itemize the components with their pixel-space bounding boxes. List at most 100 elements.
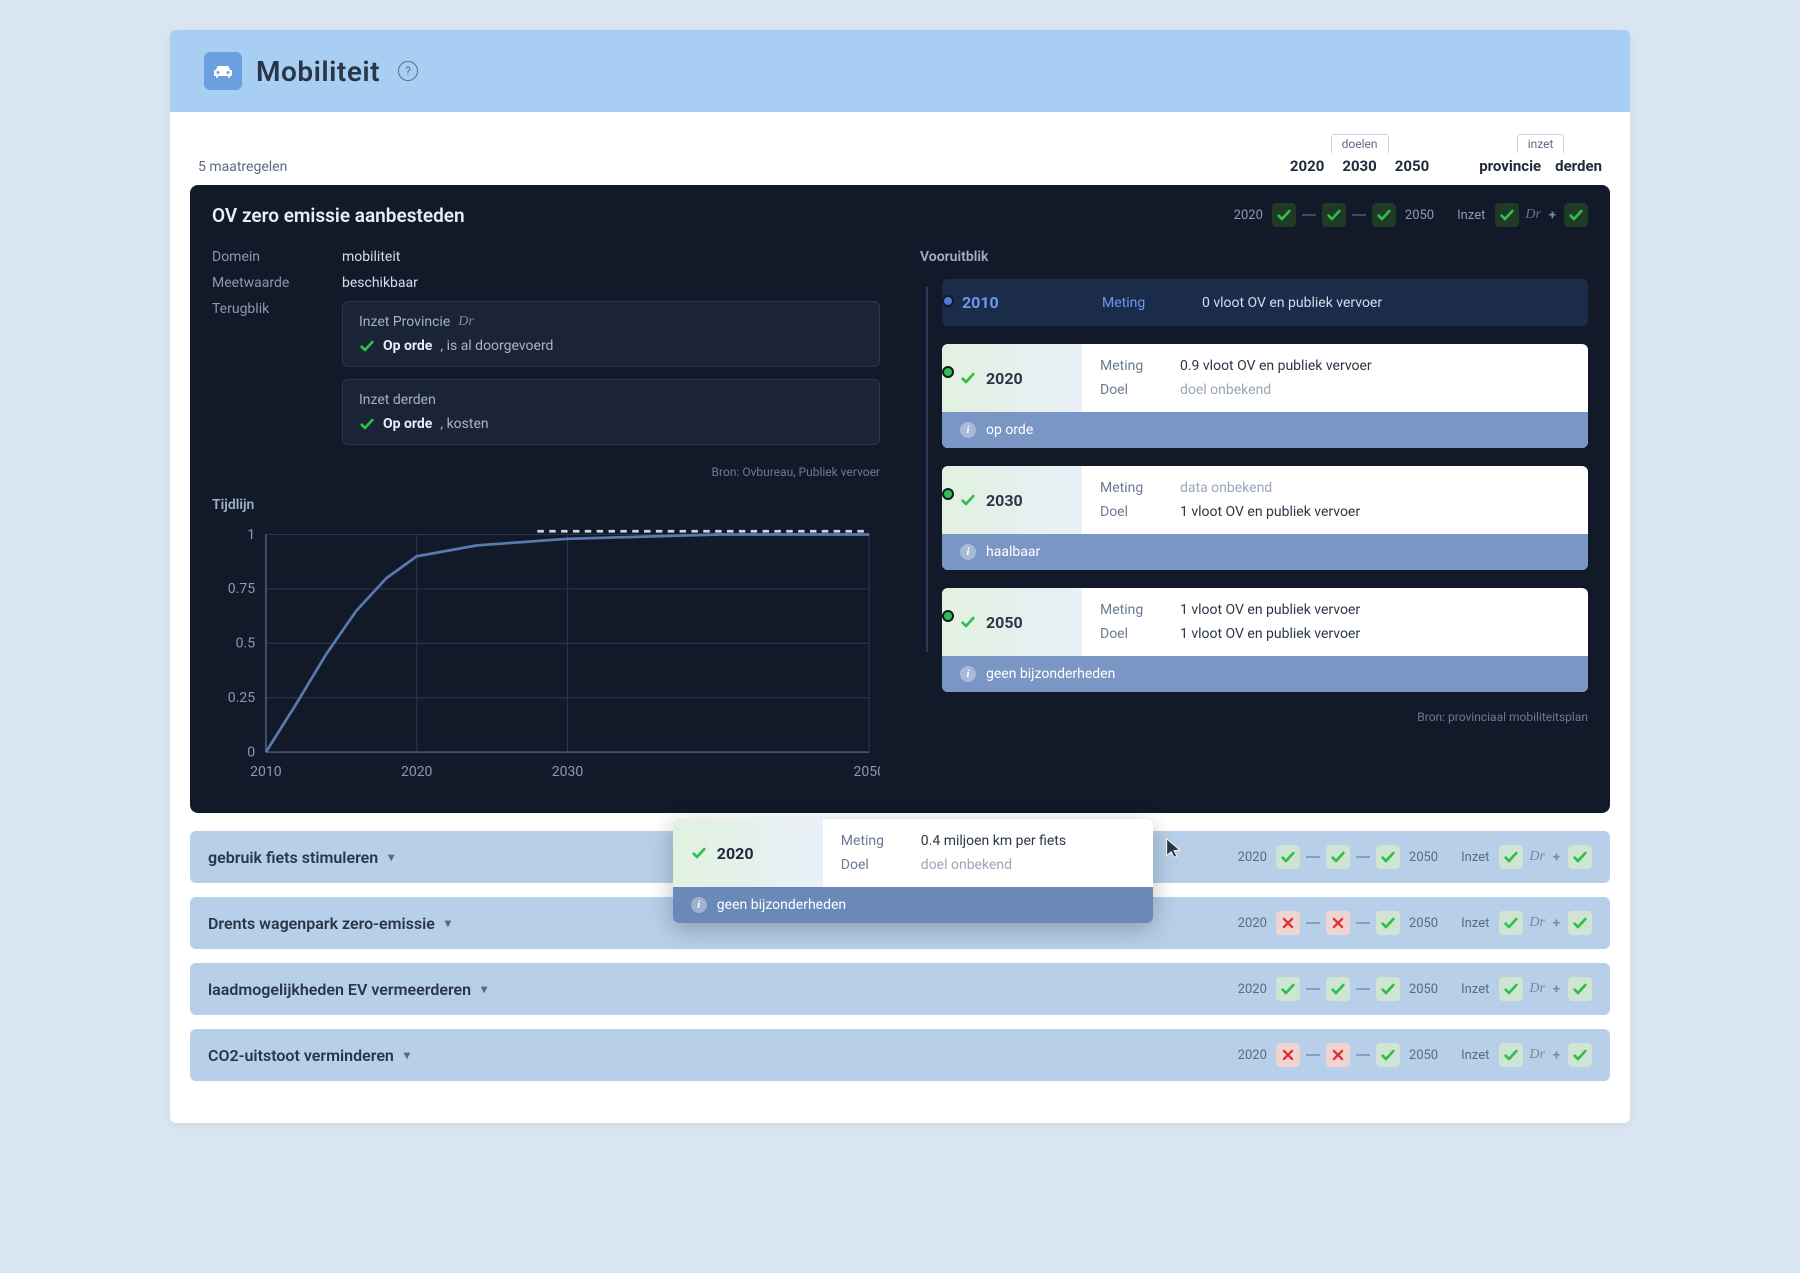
meta-label: Meetwaarde — [212, 275, 322, 291]
forecast-row-value: data onbekend — [1180, 480, 1272, 496]
dr-icon: Dr — [1529, 849, 1545, 865]
info-icon: i — [960, 666, 976, 682]
popover-row: Doel doel onbekend — [841, 853, 1135, 877]
hover-popover: 2020 Meting 0.4 miljoen km per fiets Doe… — [673, 819, 1153, 923]
col-inzet: provincie — [1479, 157, 1541, 175]
row-status: 20202050InzetDr+ — [1235, 1043, 1592, 1067]
popover-row-label: Doel — [841, 857, 901, 873]
forecast-row: Meting 1 vloot OV en publiek vervoer — [1100, 598, 1570, 622]
forecast-note: ihaalbaar — [942, 534, 1588, 570]
voor-title: Vooruitblik — [920, 249, 1588, 265]
inzet-label: Inzet — [1461, 916, 1489, 931]
status-box — [1499, 1043, 1523, 1067]
forecast-value: 0 vloot OV en publiek vervoer — [1202, 295, 1382, 311]
meta-value: mobiliteit — [342, 249, 880, 265]
inzet-label: inzet — [1517, 134, 1565, 153]
count-text: 5 maatregelen — [198, 159, 287, 175]
details-left: Domein mobiliteit Meetwaarde beschikbaar… — [212, 249, 880, 787]
status-year: 2020 — [1238, 850, 1267, 865]
status-year: 2050 — [1409, 916, 1438, 931]
inzet-status: Op orde, kosten — [359, 416, 863, 432]
row-title: CO2-uitstoot verminderen ▾ — [208, 1046, 410, 1065]
measure-row[interactable]: gebruik fiets stimuleren ▾ 20202050Inzet… — [190, 831, 1610, 883]
status-box — [1376, 911, 1400, 935]
col-year: 2050 — [1395, 157, 1429, 175]
popover-row-value: doel onbekend — [921, 857, 1012, 873]
expanded-header[interactable]: OV zero emissie aanbesteden 20202050Inze… — [190, 185, 1610, 241]
forecast-row: Doel 1 vloot OV en publiek vervoer — [1100, 500, 1570, 524]
status-box — [1495, 203, 1519, 227]
chevron-down-icon: ▾ — [404, 1048, 410, 1062]
status-year: 2020 — [1238, 982, 1267, 997]
forecast-row: Meting 0.9 vloot OV en publiek vervoer — [1100, 354, 1570, 378]
status-year: 2020 — [1238, 1048, 1267, 1063]
top-row: 5 maatregelen doelen 2020 2030 2050 inze… — [190, 134, 1610, 185]
popover-row-value: 0.4 miljoen km per fiets — [921, 833, 1066, 849]
column-headers: doelen 2020 2030 2050 inzet provincie de… — [1290, 134, 1602, 175]
dr-icon: Dr — [1529, 1047, 1545, 1063]
popover-row: Meting 0.4 miljoen km per fiets — [841, 829, 1135, 853]
status-year: 2050 — [1409, 982, 1438, 997]
forecast-first: 2010 Meting 0 vloot OV en publiek vervoe… — [942, 279, 1588, 326]
cursor-icon — [1163, 837, 1185, 859]
inzet-label: Inzet — [1461, 1048, 1489, 1063]
meta-value: beschikbaar — [342, 275, 880, 291]
svg-text:0.5: 0.5 — [236, 636, 256, 652]
forecast-timeline: 2010 Meting 0 vloot OV en publiek vervoe… — [920, 279, 1588, 692]
status-year: 2020 — [1238, 916, 1267, 931]
status-box — [1499, 845, 1523, 869]
status-box — [1376, 845, 1400, 869]
svg-text:2050: 2050 — [853, 764, 880, 780]
dr-icon: Dr — [1529, 915, 1545, 931]
popover-note: igeen bijzonderheden — [673, 887, 1153, 923]
forecast-row-label: Doel — [1100, 382, 1160, 398]
status-box — [1326, 845, 1350, 869]
status-box — [1499, 977, 1523, 1001]
forecast-row-label: Meting — [1100, 602, 1160, 618]
inzet-group: inzet provincie derden — [1479, 134, 1602, 175]
status-strip: 20202050InzetDr+ — [1231, 203, 1588, 227]
forecast-row-value: 0.9 vloot OV en publiek vervoer — [1180, 358, 1372, 374]
measure-row[interactable]: CO2-uitstoot verminderen ▾ 2020 2050 Inzet… — [190, 1029, 1610, 1081]
forecast-row-label: Meting — [1100, 358, 1160, 374]
svg-text:2030: 2030 — [552, 764, 584, 780]
timeline-item: 2030 Meting data onbekend Doel 1 vloot O… — [942, 466, 1588, 570]
status-box — [1564, 203, 1588, 227]
help-icon[interactable]: ? — [398, 61, 418, 81]
rows-container: gebruik fiets stimuleren ▾ 2020 2050 Inzet… — [190, 831, 1610, 1081]
forecast-row-value: doel onbekend — [1180, 382, 1271, 398]
doelen-label: doelen — [1331, 134, 1389, 153]
svg-text:0: 0 — [247, 744, 255, 760]
forecast-note: igeen bijzonderheden — [942, 656, 1588, 692]
row-status: 20202050InzetDr+ — [1235, 977, 1592, 1001]
inzet-box: Inzet Provincie Dr Op orde, is al doorge… — [342, 301, 880, 367]
inzet-label: Inzet — [1461, 850, 1489, 865]
status-year: 2020 — [1234, 208, 1263, 223]
forecast-row-label: Meting — [1100, 480, 1160, 496]
info-icon: i — [960, 544, 976, 560]
chart-title: Tijdlijn — [212, 497, 880, 513]
status-year: 2050 — [1409, 1048, 1438, 1063]
status-box — [1499, 911, 1523, 935]
status-box — [1322, 203, 1346, 227]
meta-label: Terugblik — [212, 301, 322, 457]
mobiliteit-card: Mobiliteit ? 5 maatregelen doelen 2020 2… — [170, 30, 1630, 1123]
info-icon: i — [691, 897, 707, 913]
inzet-label: Inzet — [1457, 208, 1485, 223]
row-title: Drents wagenpark zero-emissie ▾ — [208, 914, 451, 933]
status-box — [1568, 977, 1592, 1001]
svg-text:1: 1 — [247, 527, 255, 543]
dr-icon: Dr — [458, 314, 474, 330]
status-box — [1276, 911, 1300, 935]
forecast-right: Vooruitblik 2010 Meting 0 vloot OV en pu… — [920, 249, 1588, 787]
svg-text:0.75: 0.75 — [228, 581, 255, 597]
timeline-item: 2050 Meting 1 vloot OV en publiek vervoe… — [942, 588, 1588, 692]
status-box — [1372, 203, 1396, 227]
forecast-row-value: 1 vloot OV en publiek vervoer — [1180, 504, 1360, 520]
popover-year: 2020 — [673, 819, 823, 887]
status-box — [1276, 977, 1300, 1001]
measure-row[interactable]: laadmogelijkheden EV vermeerderen ▾ 2020… — [190, 963, 1610, 1015]
source-text: Bron: provinciaal mobiliteitsplan — [920, 710, 1588, 724]
row-title: gebruik fiets stimuleren ▾ — [208, 848, 394, 867]
svg-text:0.25: 0.25 — [228, 690, 255, 706]
